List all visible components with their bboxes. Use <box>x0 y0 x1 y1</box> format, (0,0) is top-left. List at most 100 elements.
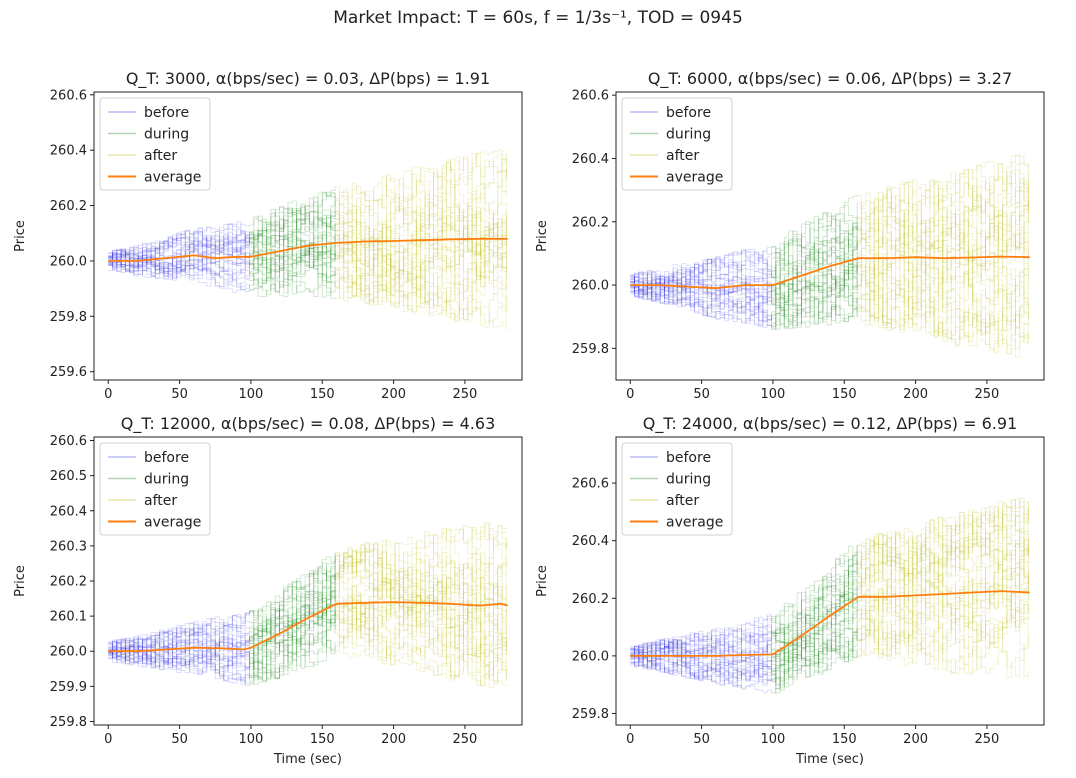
legend-label-average: average <box>144 170 201 186</box>
trace-before <box>108 252 250 288</box>
x-tick-label: 0 <box>104 732 112 747</box>
trace-after <box>335 547 507 647</box>
trace-before <box>108 231 250 267</box>
axes-frame <box>615 436 1045 726</box>
trace-after <box>857 216 1029 310</box>
trace-after <box>335 189 507 316</box>
trace-after <box>857 274 1029 351</box>
trace-during <box>249 575 336 680</box>
trace-before <box>630 626 772 667</box>
trace-during <box>249 639 336 681</box>
x-tick-label: 50 <box>171 732 188 747</box>
x-tick-label: 0 <box>104 387 112 402</box>
y-axis-label: Price <box>13 220 28 252</box>
trace-before <box>108 627 250 655</box>
trace-after <box>335 170 507 248</box>
trace-during <box>771 284 858 328</box>
trace-before <box>108 632 250 668</box>
trace-during <box>771 226 858 300</box>
trace-during <box>771 213 858 264</box>
trace-before <box>630 268 772 312</box>
trace-after <box>857 543 1029 657</box>
trace-after <box>335 250 507 328</box>
trace-after <box>857 195 1029 283</box>
trace-before <box>630 270 772 317</box>
trace-during <box>249 206 336 233</box>
x-tick-label: 200 <box>903 732 928 747</box>
trace-before <box>108 248 250 278</box>
figure-suptitle: Market Impact: T = 60s, f = 1/3s⁻¹, TOD … <box>333 8 743 28</box>
legend: before during after average <box>621 442 733 536</box>
trace-before <box>630 639 772 685</box>
trace-during <box>771 202 858 298</box>
x-tick-label: 150 <box>832 387 857 402</box>
trace-after <box>335 252 507 323</box>
trace-during <box>771 545 858 624</box>
trace-before <box>630 250 772 288</box>
trace-during <box>249 553 336 616</box>
trace-after <box>335 581 507 686</box>
trace-during <box>771 567 858 649</box>
trace-during <box>249 207 336 240</box>
trace-before <box>108 651 250 680</box>
trace-after <box>857 506 1029 646</box>
trace-during <box>249 236 336 265</box>
average-line <box>630 590 1030 657</box>
trace-during <box>771 586 858 651</box>
trace-before <box>630 281 772 317</box>
trace-during <box>249 244 336 283</box>
trace-before <box>630 632 772 659</box>
trace-before <box>630 618 772 675</box>
trace-during <box>249 206 336 263</box>
trace-after <box>857 500 1029 579</box>
trace-before <box>630 638 772 674</box>
trace-during <box>771 637 858 694</box>
trace-before <box>630 618 772 658</box>
trace-during <box>771 644 858 674</box>
trace-after <box>857 532 1029 595</box>
trace-during <box>771 254 858 313</box>
trace-before <box>108 231 250 268</box>
trace-before <box>630 630 772 662</box>
legend: before during after average <box>99 442 211 536</box>
trace-after <box>857 262 1029 330</box>
trace-before <box>108 644 250 684</box>
trace-before <box>630 267 772 300</box>
trace-during <box>771 562 858 634</box>
trace-before <box>630 282 772 306</box>
y-tick-label: 260.2 <box>572 592 609 607</box>
trace-after <box>335 205 507 285</box>
trace-during <box>249 590 336 657</box>
trace-before <box>108 628 250 662</box>
trace-after <box>857 212 1029 347</box>
trace-during <box>771 572 858 672</box>
trace-after <box>335 588 507 667</box>
y-tick-label: 260.4 <box>572 152 609 167</box>
trace-after <box>857 542 1029 590</box>
trace-during <box>249 607 336 668</box>
trace-after <box>335 221 507 306</box>
trace-during <box>249 245 336 272</box>
trace-before <box>630 263 772 327</box>
trace-during <box>249 228 336 257</box>
trace-during <box>771 239 858 279</box>
trace-before <box>630 614 772 658</box>
trace-during <box>249 566 336 670</box>
trace-during <box>771 544 858 643</box>
trace-before <box>630 642 772 683</box>
trace-after <box>857 185 1029 320</box>
trace-during <box>771 609 858 670</box>
trace-after <box>335 544 507 688</box>
trace-before <box>108 632 250 665</box>
trace-after <box>335 562 507 613</box>
trace-before <box>108 646 250 678</box>
trace-before <box>630 279 772 311</box>
trace-after <box>857 519 1029 656</box>
trace-after <box>335 159 507 264</box>
x-tick-label: 150 <box>832 732 857 747</box>
trace-after <box>857 250 1029 340</box>
trace-before <box>108 242 250 259</box>
y-tick-label: 260.4 <box>572 534 609 549</box>
trace-before <box>630 282 772 322</box>
